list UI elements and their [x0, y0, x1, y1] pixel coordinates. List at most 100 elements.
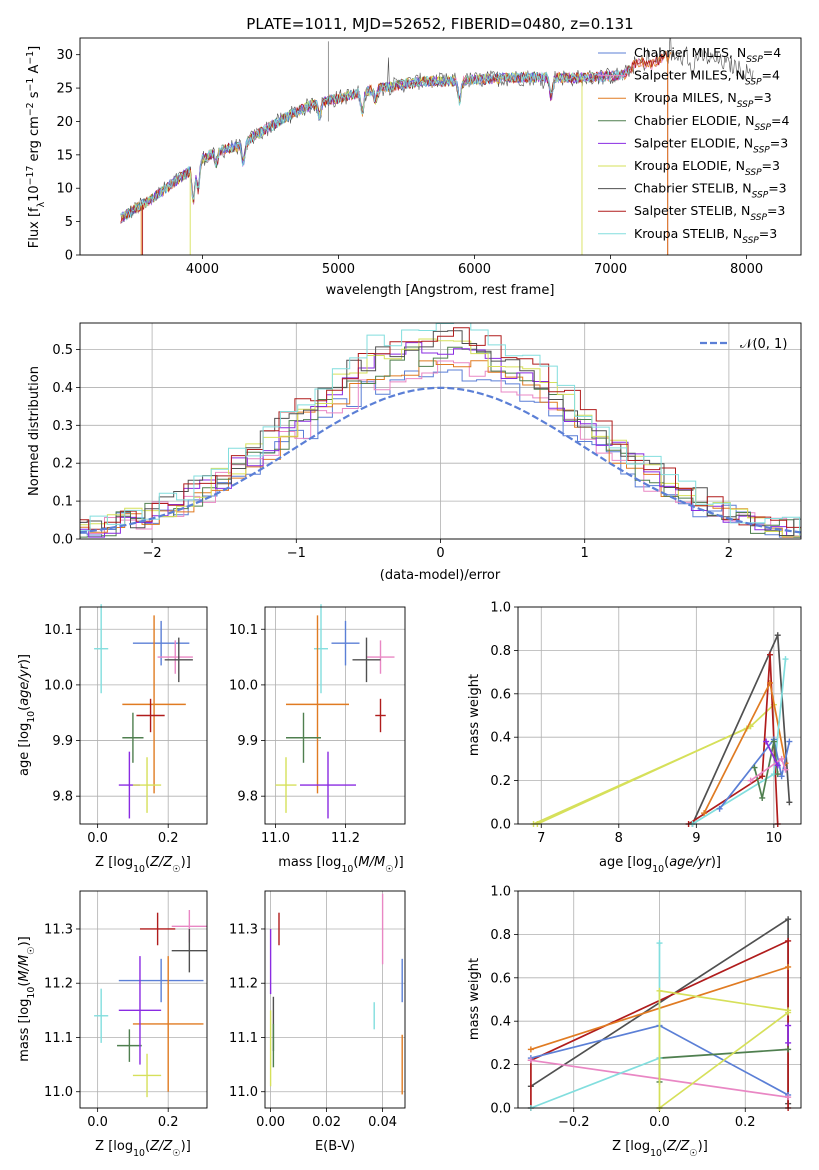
series-line-yellow	[658, 1011, 789, 1109]
mass-vs-Z-xlabel: Z [log10(Z/Z☉)]	[95, 1139, 191, 1159]
age-vs-mass-xlabel: mass [log10(M/M☉)]	[278, 855, 404, 875]
spectrum-legend: Chabrier MILES, NSSP=4 Salpeter MILES, NS…	[598, 45, 789, 246]
tick-label-y: 0.6	[490, 687, 511, 702]
series-line-purple	[765, 741, 779, 766]
spectrum-ylabel: Flux [fλ10−17 erg cm−2 s−1 A−1]	[25, 46, 47, 248]
tick-label-y: 0.8	[490, 928, 511, 943]
mass-vs-ebv-xlabel: E(B-V)	[315, 1139, 355, 1154]
tick-label-x: −1	[287, 546, 306, 561]
tick-label-y: 0.2	[490, 1058, 511, 1073]
legend-label: Chabrier ELODIE, NSSP=4	[634, 113, 789, 133]
tick-label-y: 1.0	[490, 885, 511, 900]
series-line-green	[753, 741, 779, 799]
tick-label-x: 0.2	[158, 1115, 179, 1130]
mass_vs_Z-points	[94, 909, 207, 1098]
tick-label-y: 0.0	[490, 1102, 511, 1117]
legend-label: Chabrier STELIB, NSSP=3	[634, 181, 787, 201]
series-line-yellow	[658, 989, 789, 1108]
tick-label-y: 9.8	[237, 790, 258, 805]
tick-label-y: 0.6	[490, 971, 511, 986]
spectrum-series-orange	[120, 50, 672, 223]
tick-label-y: 11.3	[229, 922, 258, 937]
legend-label: Salpeter MILES, NSSP=4	[634, 68, 780, 88]
histogram-series-gray	[80, 330, 801, 536]
tick-label-x: 5000	[322, 262, 355, 277]
legend-label: Salpeter ELODIE, NSSP=3	[634, 135, 788, 155]
tick-label-y: 0.4	[52, 381, 73, 396]
mass_vs_Z-frame	[79, 890, 208, 1109]
tick-label-y: 10.1	[229, 623, 258, 638]
age_vs_Z-frame	[79, 606, 208, 825]
weight_vs_Z-lines	[527, 916, 792, 1111]
tick-label-x: 8	[615, 831, 623, 846]
tick-label-y: 11.0	[44, 1085, 73, 1100]
spectrum-series-green	[120, 65, 631, 220]
weight-vs-age-ylabel: mass weight	[467, 674, 482, 756]
tick-label-y: 11.2	[229, 977, 258, 992]
tick-label-x: 1	[581, 546, 589, 561]
tick-label-y: 0.1	[52, 495, 73, 510]
tick-label-x: 9	[692, 831, 700, 846]
tick-label-y: 0.5	[52, 343, 73, 358]
tick-label-y: 10.0	[229, 678, 258, 693]
normal-reference-curve	[80, 386, 801, 534]
tick-label-x: −2	[143, 546, 162, 561]
weight-vs-age-xlabel: age [log10(age/yr)]	[599, 855, 721, 875]
tick-label-y: 0.0	[490, 818, 511, 833]
tick-label-y: 9.9	[52, 734, 73, 749]
tick-label-x: 4000	[186, 262, 219, 277]
series-line-blue	[718, 737, 791, 810]
tick-label-x: 0.2	[158, 831, 179, 846]
tick-label-y: 11.2	[44, 977, 73, 992]
spectrum-lines	[120, 38, 754, 255]
tick-label-y: 0.2	[490, 774, 511, 789]
age_vs_Z-axes: 0.0 0.2 9.8 9.9 10.0 10.1	[44, 607, 207, 846]
tick-label-y: 0.4	[490, 1015, 511, 1030]
tick-label-y: 0.3	[52, 419, 73, 434]
histogram-series-red	[80, 327, 801, 530]
series-line-cyan	[530, 943, 661, 1109]
tick-label-x: 0.04	[368, 1115, 397, 1130]
histogram-series-cyan	[80, 323, 801, 536]
tick-label-y: 0.0	[52, 533, 73, 548]
series-line-gray	[691, 634, 791, 825]
spectrum-frame	[79, 37, 802, 256]
residuals-hists	[80, 323, 801, 538]
mass_vs_ebv-axes: 0.00 0.02 0.04 11.0 11.1 11.2 11.3	[229, 891, 405, 1130]
age-vs-Z-ylabel: age [log10(age/yr)]	[17, 654, 37, 776]
mass_vs_ebv-points	[269, 893, 403, 1095]
legend-label: Kroupa STELIB, NSSP=3	[634, 226, 777, 246]
tick-label-x: 11.2	[331, 831, 360, 846]
tick-label-x: 0.0	[87, 1115, 108, 1130]
weight_vs_age-lines	[530, 632, 793, 827]
mass_vs_Z-axes: 0.0 0.2 11.0 11.1 11.2 11.3	[44, 891, 207, 1130]
series-line-green	[658, 1048, 789, 1082]
tick-label-x: 7	[537, 831, 545, 846]
age_vs_mass-axes: 11.0 11.2 9.8 9.9 10.0 10.1	[229, 607, 405, 846]
tick-label-x: 8000	[730, 262, 763, 277]
tick-label-y: 10.0	[44, 678, 73, 693]
tick-label-x: 0.02	[312, 1115, 341, 1130]
tick-label-y: 11.3	[44, 922, 73, 937]
weight_vs_age-frame	[517, 606, 802, 825]
tick-label-x: 0.0	[87, 831, 108, 846]
tick-label-x: 10	[766, 831, 783, 846]
figure-title: PLATE=1011, MJD=52652, FIBERID=0480, z=0…	[246, 15, 633, 33]
tick-label-x: 0	[436, 546, 444, 561]
legend-label: Salpeter STELIB, NSSP=3	[634, 203, 785, 223]
tick-label-x: 11.0	[261, 831, 290, 846]
mass_vs_ebv-frame	[264, 890, 406, 1109]
tick-label-x: 0.0	[649, 1115, 670, 1130]
tick-label-y: 11.1	[229, 1031, 258, 1046]
tick-label-y: 11.1	[44, 1031, 73, 1046]
tick-label-x: −0.2	[558, 1115, 590, 1130]
weight-vs-Z-xlabel: Z [log10(Z/Z☉)]	[612, 1139, 708, 1159]
age_vs_Z-points	[94, 604, 193, 819]
tick-label-y: 1.0	[490, 601, 511, 616]
weight-vs-Z-ylabel: mass weight	[467, 958, 482, 1040]
tick-label-y: 20	[56, 115, 73, 130]
tick-label-y: 0.4	[490, 731, 511, 746]
tick-label-x: 2	[725, 546, 733, 561]
spectrum-axes: 4000 5000 6000 7000 8000 0 5 10 15 20 25 30	[56, 48, 763, 277]
